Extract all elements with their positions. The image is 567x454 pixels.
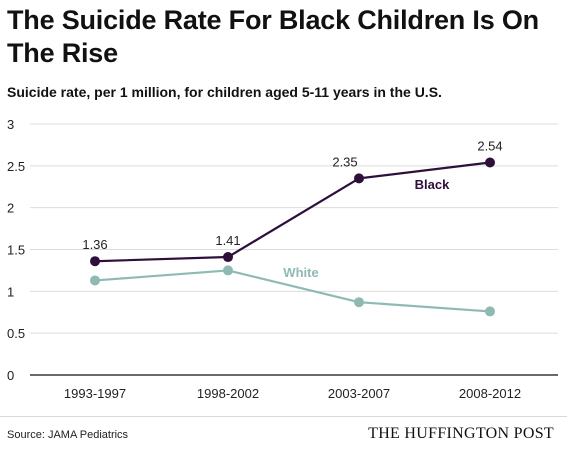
chart-title: The Suicide Rate For Black Children Is O…: [7, 5, 539, 68]
source-note: Source: JAMA Pediatrics: [7, 429, 129, 441]
y-tick-label: 0.5: [7, 326, 25, 341]
data-point-white: [354, 297, 364, 308]
y-tick-label: 1.5: [7, 243, 25, 258]
series-line-black: [94, 161, 491, 263]
data-point-black: [485, 157, 495, 168]
series-white: [90, 265, 495, 317]
data-label: 1.36: [82, 237, 107, 252]
series-label-white: White: [283, 265, 318, 280]
data-point-black: [354, 173, 364, 184]
data-point-black: [90, 256, 100, 267]
y-tick-labels: 0 0.5 1 1.5 2 2.5 3: [7, 117, 25, 383]
x-tick-label: 1998-2002: [197, 386, 259, 401]
chart-subtitle: Suicide rate, per 1 million, for childre…: [7, 84, 442, 100]
publisher-logo: THE HUFFINGTON POST: [368, 425, 554, 442]
data-labels: 1.36 1.41 2.35 2.54 Black White: [82, 138, 502, 280]
series-line-white: [94, 269, 491, 313]
data-label: 2.35: [332, 154, 357, 169]
data-point-white: [485, 306, 495, 317]
data-point-black: [223, 252, 233, 263]
x-tick-label: 1993-1997: [64, 386, 126, 401]
y-tick-label: 2.5: [7, 159, 25, 174]
footer-divider: [0, 416, 567, 417]
data-point-white: [223, 265, 233, 276]
x-tick-label: 2008-2012: [459, 386, 521, 401]
series-black: [90, 157, 495, 267]
data-label: 1.41: [215, 233, 240, 248]
data-point-white: [90, 275, 100, 286]
x-tick-label: 2003-2007: [328, 386, 390, 401]
y-tick-label: 3: [7, 117, 14, 132]
y-tick-label: 1: [7, 284, 14, 299]
y-tick-label: 2: [7, 201, 14, 216]
series-group: [90, 157, 495, 317]
line-chart: 0 0.5 1 1.5 2 2.5 3 1993-1997 1998-2002 2003-200…: [7, 117, 558, 401]
x-tick-labels: 1993-1997 1998-2002 2003-2007 2008-2012: [64, 386, 521, 401]
gridlines: [30, 123, 558, 376]
y-tick-label: 0: [7, 368, 14, 383]
series-label-black: Black: [415, 177, 450, 192]
data-label: 2.54: [477, 138, 502, 153]
